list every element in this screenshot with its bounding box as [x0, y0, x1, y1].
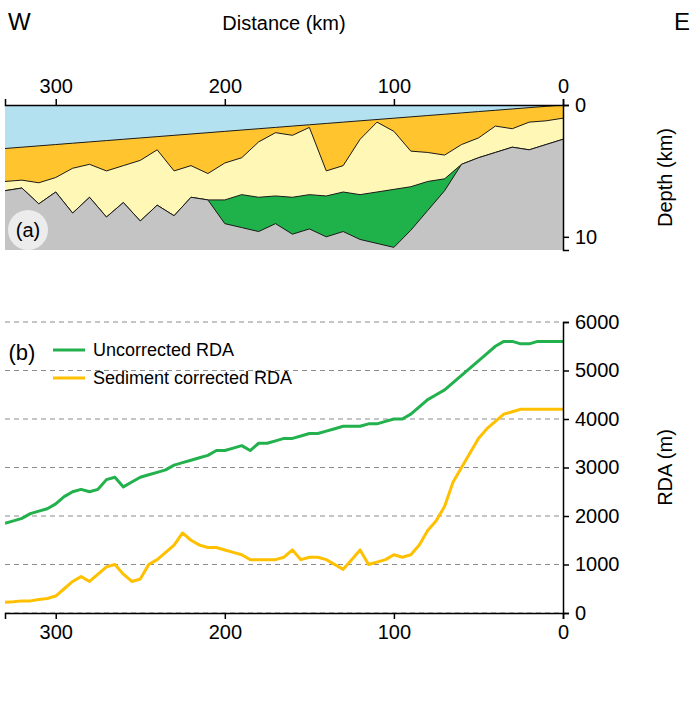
layer-area — [5, 139, 563, 250]
x-axis-tick: 300 — [40, 75, 73, 105]
grid-line — [5, 419, 563, 420]
x-axis-line — [6, 99, 564, 106]
x-axis: 300 200 100 0 — [6, 75, 570, 106]
legend: Uncorrected RDA Sediment corrected RDA — [53, 340, 292, 388]
y-axis-tick: 5000 — [563, 359, 620, 381]
panel: 300 200 100 00 10 Distance (km) Depth (km) W E (a… — [5, 8, 690, 251]
series-line — [5, 341, 563, 523]
x-axis-tick: 200 — [209, 75, 242, 105]
y-axis-tick: 0 — [563, 94, 586, 116]
y-axis-tick-mark — [563, 419, 569, 421]
x-axis-tick-mark — [563, 99, 565, 105]
y-axis-tick-mark — [563, 613, 569, 615]
x-axis-tick: 0 — [558, 75, 569, 105]
x-axis-tick-mark — [55, 99, 57, 105]
panel-letter: (b) — [9, 340, 36, 365]
y-axis-tick: 4000 — [563, 408, 620, 430]
y-axis-tick-label: 2000 — [575, 505, 620, 527]
panel: 30020010000100020003000400050006000RDA (… — [5, 311, 676, 643]
y-axis-tick-label: 5000 — [575, 359, 620, 381]
series-line — [5, 409, 563, 602]
grid — [5, 322, 563, 613]
plot-marks — [5, 105, 563, 250]
y-axis-tick-mark — [563, 322, 569, 324]
y-axis-title: RDA (m) — [654, 429, 676, 506]
x-axis-title: Distance (km) — [222, 12, 345, 34]
layer-boundary — [5, 139, 563, 247]
x-axis-tick: 0 — [558, 613, 569, 643]
y-axis-tick-label: 6000 — [575, 311, 620, 333]
x-axis-tick-label: 100 — [378, 75, 411, 97]
y-axis: 0 10 — [563, 94, 597, 251]
y-axis-tick-label: 4000 — [575, 408, 620, 430]
y-axis-tick-label: 3000 — [575, 456, 620, 478]
x-axis-line — [6, 614, 564, 620]
y-axis-line — [564, 106, 570, 251]
x-axis-tick-label: 0 — [558, 621, 569, 643]
x-axis-tick-label: 0 — [558, 75, 569, 97]
layer-area — [5, 118, 563, 250]
legend-label: Sediment corrected RDA — [93, 368, 292, 388]
layer-area — [5, 139, 563, 250]
y-axis-tick: 6000 — [563, 311, 620, 333]
y-axis-line — [564, 323, 570, 614]
x-axis-tick-label: 100 — [378, 621, 411, 643]
legend-label: Uncorrected RDA — [93, 340, 234, 360]
x-axis-tick-mark — [394, 99, 396, 105]
y-axis-tick-label: 10 — [575, 226, 597, 248]
y-axis-tick-label: 1000 — [575, 553, 620, 575]
x-axis-tick-label: 200 — [209, 621, 242, 643]
y-axis-tick-label: 0 — [575, 602, 586, 624]
x-axis-tick-mark — [394, 613, 396, 619]
legend-swatch — [53, 377, 85, 380]
y-axis-tick: 10 — [563, 226, 597, 248]
x-axis-tick-mark — [225, 99, 227, 105]
x-axis-tick: 300 — [40, 613, 73, 643]
y-axis-tick: 0 — [563, 602, 586, 624]
x-axis-tick-mark — [55, 613, 57, 619]
y-axis: 0 1000 2000 3000 4000 5000 6000 — [563, 311, 620, 624]
panel-letter-background — [8, 210, 48, 250]
layer-area — [5, 105, 563, 250]
y-axis-tick-mark — [563, 564, 569, 566]
grid-line — [5, 516, 563, 517]
plot-marks — [5, 341, 563, 602]
grid-line — [5, 322, 563, 323]
x-axis-tick: 200 — [209, 613, 242, 643]
grid-line — [5, 564, 563, 565]
panel-letter: (a) — [16, 219, 40, 241]
x-axis-tick-label: 300 — [40, 621, 73, 643]
y-axis-tick-mark — [563, 370, 569, 372]
y-axis-tick: 3000 — [563, 456, 620, 478]
y-axis-tick-mark — [563, 237, 569, 239]
annotation: E — [674, 8, 690, 35]
legend-swatch — [53, 349, 85, 352]
x-axis-tick-label: 200 — [209, 75, 242, 97]
x-axis-tick: 100 — [378, 613, 411, 643]
layer-area — [5, 105, 563, 250]
figure: 3002001000010Distance (km)Depth (km)WE(a… — [0, 0, 698, 726]
y-axis-tick-mark — [563, 105, 569, 107]
x-axis-tick-label: 300 — [40, 75, 73, 97]
grid-line — [5, 467, 563, 468]
x-axis: 300 200 100 0 — [6, 613, 570, 643]
y-axis-tick-mark — [563, 467, 569, 469]
x-axis-tick: 100 — [378, 75, 411, 105]
x-axis-tick-mark — [225, 613, 227, 619]
y-axis-tick-label: 0 — [575, 94, 586, 116]
y-axis-title: Depth (km) — [654, 128, 676, 227]
y-axis-tick: 2000 — [563, 505, 620, 527]
annotation: W — [8, 8, 31, 35]
y-axis-tick-mark — [563, 516, 569, 518]
y-axis-tick: 1000 — [563, 553, 620, 575]
